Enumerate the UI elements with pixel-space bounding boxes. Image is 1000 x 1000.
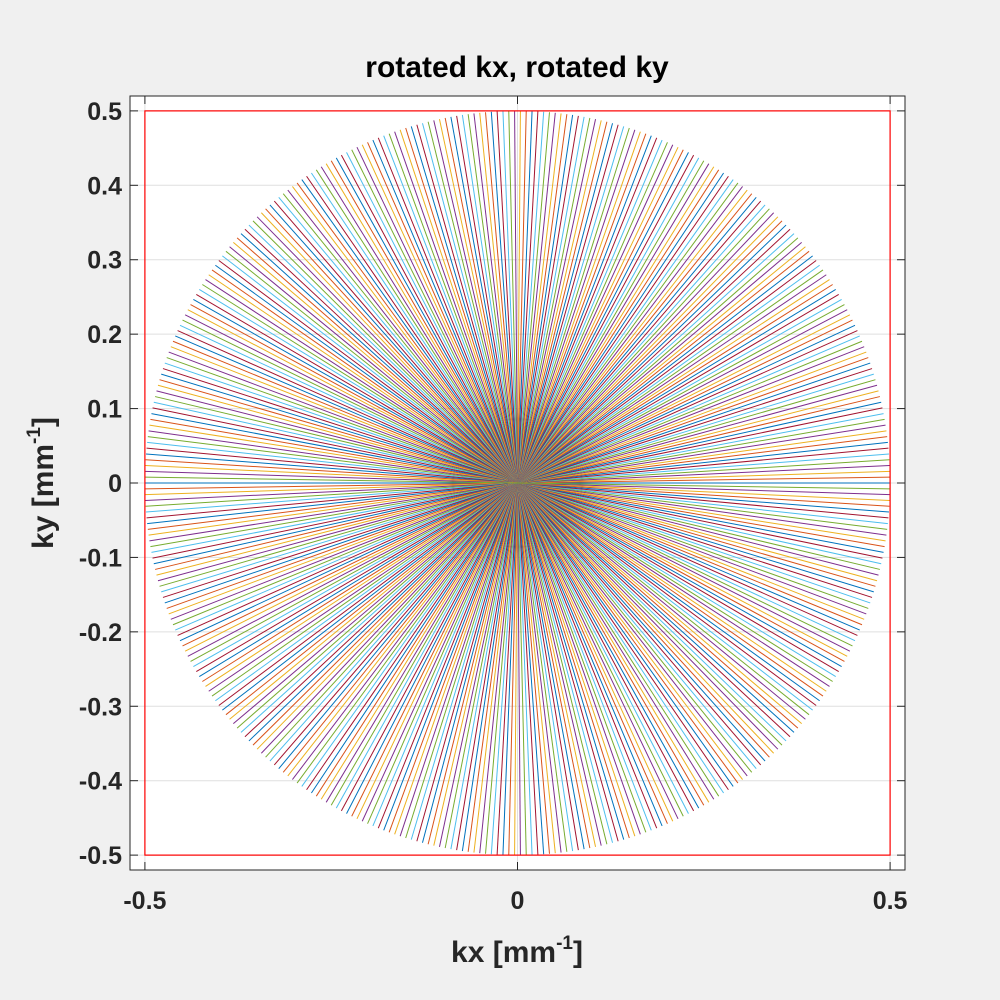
y-tick-label: 0.5 <box>87 98 122 126</box>
y-tick-label: -0.4 <box>79 768 122 796</box>
y-tick-label: 0.2 <box>87 321 122 349</box>
y-tick-label: 0.3 <box>87 247 122 275</box>
boundary-rect <box>144 110 891 856</box>
x-tick-label: 0 <box>511 887 525 915</box>
x-axis-label-superscript: -1 <box>556 933 573 954</box>
chart-title: rotated kx, rotated ky <box>365 51 669 84</box>
boundary-box <box>144 110 891 856</box>
tick-labels: -0.5 0 0.5 0.5 0.4 0.3 0.2 0.1 0 -0.1 -0.2 -0.3 -0.4… <box>79 98 908 915</box>
tick-marks <box>130 96 905 870</box>
x-axis-label-text: kx [mm <box>451 936 556 969</box>
x-axis-label-tail: ] <box>573 936 583 969</box>
y-axis-label: ky [mm-1] <box>24 417 60 549</box>
y-axis-label-text: ky [mm <box>27 444 60 549</box>
y-tick-label: -0.5 <box>79 842 122 870</box>
y-axis-label-tail: ] <box>27 417 60 427</box>
spoke-line <box>144 476 891 490</box>
x-tick-label: 0.5 <box>873 887 908 915</box>
y-tick-label: -0.1 <box>79 544 122 572</box>
y-axis-label-superscript: -1 <box>24 427 45 444</box>
x-axis-label: kx [mm-1] <box>451 933 583 969</box>
x-tick-label: -0.5 <box>123 887 166 915</box>
y-tick-label: -0.3 <box>79 693 122 721</box>
radial-spokes <box>144 110 891 856</box>
y-tick-label: -0.2 <box>79 619 122 647</box>
y-tick-label: 0.4 <box>87 172 122 200</box>
y-tick-label: 0.1 <box>87 396 122 424</box>
y-tick-label: 0 <box>108 470 122 498</box>
